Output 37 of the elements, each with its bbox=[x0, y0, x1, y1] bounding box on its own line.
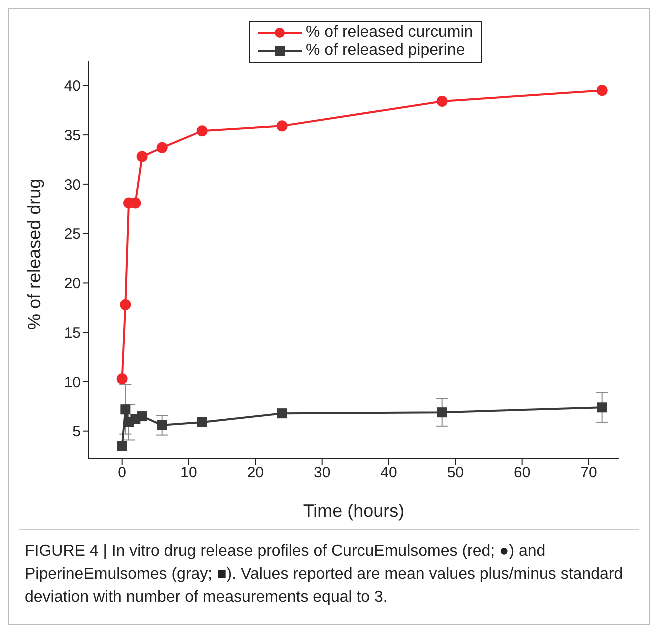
y-axis-title: % of released drug bbox=[24, 178, 44, 330]
x-tick-label: 50 bbox=[447, 464, 464, 482]
caption: FIGURE 4 | In vitro drug release profiles of CurcuEmulsomes (red; ●) and PiperineEmulsomes (gray; ■). Values reported are mean values plus/minus standard deviation with number of measurements equal to 3. bbox=[19, 529, 639, 624]
point bbox=[137, 412, 148, 422]
point bbox=[120, 299, 132, 310]
x-tick-label: 10 bbox=[180, 464, 198, 482]
y-tick-label: 40 bbox=[64, 78, 81, 96]
x-tick-label: 60 bbox=[514, 464, 531, 482]
point bbox=[436, 96, 448, 107]
y-tick-label: 30 bbox=[64, 176, 81, 194]
point bbox=[197, 417, 208, 428]
y-tick-label: 20 bbox=[64, 276, 81, 293]
legend-label: % of released curcumin bbox=[306, 24, 474, 42]
point bbox=[116, 374, 128, 385]
x-tick-label: 0 bbox=[118, 464, 127, 482]
x-tick-label: 20 bbox=[247, 464, 264, 482]
y-tick-label: 15 bbox=[64, 324, 81, 342]
y-tick-label: 5 bbox=[72, 424, 81, 441]
point bbox=[136, 151, 148, 162]
legend-label: % of released piperine bbox=[306, 42, 466, 60]
x-tick-label: 30 bbox=[314, 464, 331, 482]
point bbox=[156, 142, 168, 154]
point bbox=[276, 120, 288, 132]
point bbox=[157, 420, 168, 430]
x-tick-label: 40 bbox=[380, 464, 398, 482]
y-tick-label: 25 bbox=[64, 226, 81, 244]
point bbox=[120, 404, 131, 415]
point bbox=[596, 85, 608, 96]
point bbox=[117, 441, 128, 452]
y-tick-label: 10 bbox=[64, 374, 81, 392]
point bbox=[277, 408, 288, 419]
x-axis-title: Time (hours) bbox=[303, 501, 405, 521]
point bbox=[437, 408, 448, 418]
x-tick-label: 70 bbox=[580, 464, 598, 482]
point bbox=[196, 126, 208, 137]
y-tick-label: 35 bbox=[64, 127, 81, 144]
point bbox=[597, 402, 608, 413]
